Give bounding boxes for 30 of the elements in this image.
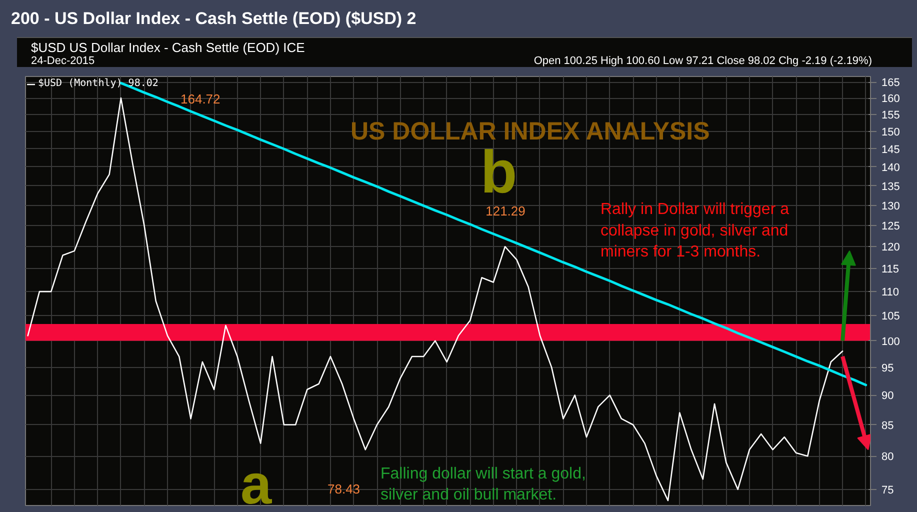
text: 24-Dec-2015 xyxy=(31,54,95,69)
y-tick-label: 110 xyxy=(882,286,900,299)
y-tick-label: 140 xyxy=(882,162,900,174)
text: Open 100.25 High 100.60 Low 97.21 Close 98.02 Chg -2.19 (-2.19%) xyxy=(534,54,872,69)
chart-title: 200 - US Dollar Index - Cash Settle (EOD) ($USD) 2 xyxy=(10,8,418,30)
y-tick-label: 105 xyxy=(882,310,900,323)
annotation: Rally in Dollar will trigger a collapse in gold, silver and miners for 1-3 months. xyxy=(600,201,790,260)
y-tick-label: 160 xyxy=(882,93,900,105)
y-tick-label: 100 xyxy=(882,336,900,348)
y-tick-label: 145 xyxy=(882,144,900,156)
annotation: 164.72 xyxy=(180,92,220,106)
annotation: a xyxy=(240,452,272,512)
y-tick-label: 135 xyxy=(882,180,900,193)
y-tick-label: 125 xyxy=(882,220,900,233)
y-tick-label: 85 xyxy=(882,420,894,432)
y-tick-label: 75 xyxy=(882,484,894,496)
y-tick-label: 120 xyxy=(882,242,900,254)
y-tick-label: 165 xyxy=(882,77,900,90)
annotation: 78.43 xyxy=(328,482,360,496)
y-tick-label: 90 xyxy=(882,390,894,402)
y-tick-label: 130 xyxy=(882,200,900,212)
y-tick-label: 150 xyxy=(882,126,900,138)
y-tick-label: 155 xyxy=(882,109,900,122)
annotation: 121.29 xyxy=(486,204,526,218)
y-tick-label: 80 xyxy=(882,451,894,464)
legend-label: $USD (Monthly) 98.02 xyxy=(38,78,158,89)
y-tick-label: 95 xyxy=(882,362,894,374)
annotation: Falling dollar will start a gold, silver and oil bull market. xyxy=(380,465,586,504)
chart-subtitle: $USD US Dollar Index - Cash Settle (EOD) ICE xyxy=(31,39,305,56)
y-tick-label: 115 xyxy=(882,264,900,276)
